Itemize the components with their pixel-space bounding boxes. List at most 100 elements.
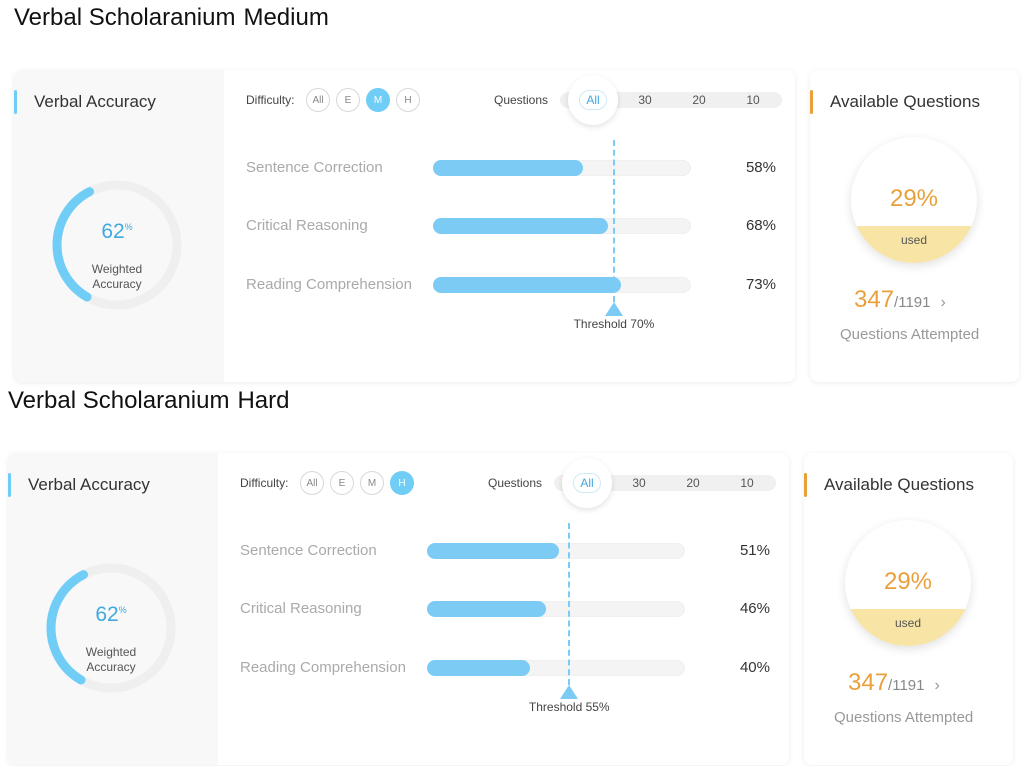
attempted-total: /1191 (894, 294, 931, 311)
pct-critical-reasoning: 46% (739, 600, 770, 617)
difficulty-medium[interactable]: M (366, 88, 390, 112)
gauge-label-line-2: Accuracy (92, 277, 142, 291)
accuracy-card-title: Verbal Accuracy (14, 90, 156, 114)
attempted-total: /1191 (888, 677, 925, 694)
used-fill (845, 609, 971, 646)
threshold-marker (604, 302, 623, 316)
gauge-value-number: 62 (101, 220, 125, 243)
used-gauge: 29% used (851, 137, 977, 263)
chevron-right-icon[interactable]: › (934, 677, 940, 694)
accuracy-card: Verbal Accuracy 62% Weighted Accuracy Dif… (14, 70, 795, 382)
threshold-marker (559, 685, 578, 699)
questions-label: Questions (488, 476, 543, 490)
bar-critical-reasoning (433, 218, 691, 234)
section-medium: Verbal Scholaranium Medium Verbal Accurac… (14, 4, 1019, 382)
used-label: used (894, 616, 922, 630)
difficulty-easy[interactable]: E (330, 471, 354, 495)
section-title-text: Verbal Scholaranium (8, 387, 230, 414)
gauge-value: 62% (36, 603, 186, 627)
gauge-svg (52, 180, 182, 310)
row-label-reading-comprehension: Reading Comprehension (246, 276, 412, 293)
available-questions-title: Available Questions (810, 90, 980, 114)
bar-fill-critical-reasoning (427, 601, 546, 617)
pct-critical-reasoning: 68% (745, 217, 776, 234)
used-percent: 29% (883, 568, 933, 595)
questions-option-all-label: All (573, 473, 601, 493)
accuracy-summary: Verbal Accuracy 62% Weighted Accuracy (14, 70, 224, 382)
section-title-text: Verbal Scholaranium (14, 4, 236, 31)
accuracy-gauge: 62% Weighted Accuracy (42, 170, 192, 320)
questions-option-10[interactable]: 10 (740, 476, 754, 490)
row-label-critical-reasoning: Critical Reasoning (240, 600, 362, 617)
questions-option-all[interactable]: All (568, 473, 606, 493)
bar-reading-comprehension (433, 277, 691, 293)
questions-label: Questions (494, 93, 549, 107)
bar-fill-sentence-correction (433, 160, 583, 176)
gauge-label-line-1: Weighted (91, 262, 143, 276)
difficulty-medium[interactable]: M (360, 471, 384, 495)
gauge-arc (46, 570, 89, 685)
threshold-line (612, 140, 615, 302)
available-questions-title: Available Questions (804, 473, 974, 497)
used-percent: 29% (889, 185, 939, 212)
section-hard: Verbal Scholaranium Hard Verbal Accuracy … (0, 383, 1024, 766)
accuracy-card-title: Verbal Accuracy (8, 473, 150, 497)
pct-reading-comprehension: 40% (739, 659, 770, 676)
accuracy-card: Verbal Accuracy 62% Weighted Accuracy Dif… (8, 453, 789, 765)
section-title: Verbal Scholaranium Medium (14, 4, 329, 32)
questions-option-all[interactable]: All (574, 90, 612, 110)
questions-option-20[interactable]: 20 (686, 476, 700, 490)
row-label-critical-reasoning: Critical Reasoning (246, 217, 368, 234)
questions-option-30[interactable]: 30 (632, 476, 646, 490)
used-fill (851, 226, 977, 263)
used-gauge: 29% used (845, 520, 971, 646)
difficulty-label: Difficulty: (246, 93, 295, 107)
difficulty-all[interactable]: All (300, 471, 324, 495)
bar-sentence-correction (427, 543, 685, 559)
gauge-value-unit: % (124, 222, 133, 232)
bar-critical-reasoning (427, 601, 685, 617)
attempted-label: Questions Attempted (840, 326, 980, 343)
difficulty-easy[interactable]: E (336, 88, 360, 112)
section-difficulty: Hard (237, 387, 290, 414)
threshold-label: Threshold 55% (528, 700, 610, 714)
accuracy-gauge: 62% Weighted Accuracy (36, 553, 186, 703)
questions-selector: All 30 20 10 (560, 75, 782, 125)
bar-reading-comprehension (427, 660, 685, 676)
difficulty-hard[interactable]: H (396, 88, 420, 112)
attempted-count[interactable]: 347/1191 › (848, 669, 940, 697)
gauge-svg (46, 563, 176, 693)
bar-sentence-correction (433, 160, 691, 176)
pct-reading-comprehension: 73% (745, 276, 776, 293)
difficulty-hard[interactable]: H (390, 471, 414, 495)
bar-fill-critical-reasoning (433, 218, 609, 234)
gauge-value-number: 62 (95, 603, 119, 626)
bar-fill-sentence-correction (427, 543, 559, 559)
available-questions-card: Available Questions 29% used 347/1191 › Q… (810, 70, 1019, 382)
questions-option-30[interactable]: 30 (638, 93, 652, 107)
row-label-sentence-correction: Sentence Correction (240, 542, 377, 559)
questions-selector: All 30 20 10 (554, 458, 776, 508)
attempted-number: 347 (848, 669, 889, 696)
attempted-label: Questions Attempted (834, 709, 974, 726)
section-title: Verbal Scholaranium Hard (8, 387, 290, 415)
threshold-line (567, 523, 570, 685)
gauge-value-unit: % (118, 605, 127, 615)
used-label: used (900, 233, 928, 247)
questions-option-20[interactable]: 20 (692, 93, 706, 107)
gauge-label: Weighted Accuracy (36, 645, 186, 675)
bar-fill-reading-comprehension (433, 277, 622, 293)
difficulty-all[interactable]: All (306, 88, 330, 112)
gauge-label-line-1: Weighted (85, 645, 137, 659)
row-label-sentence-correction: Sentence Correction (246, 159, 383, 176)
questions-option-10[interactable]: 10 (746, 93, 760, 107)
accuracy-summary: Verbal Accuracy 62% Weighted Accuracy (8, 453, 218, 765)
row-label-reading-comprehension: Reading Comprehension (240, 659, 406, 676)
section-difficulty: Medium (243, 4, 329, 31)
pct-sentence-correction: 58% (745, 159, 776, 176)
available-questions-card: Available Questions 29% used 347/1191 › Q… (804, 453, 1013, 765)
chevron-right-icon[interactable]: › (940, 294, 946, 311)
gauge-value: 62% (42, 220, 192, 244)
attempted-count[interactable]: 347/1191 › (854, 286, 946, 314)
attempted-number: 347 (854, 286, 895, 313)
